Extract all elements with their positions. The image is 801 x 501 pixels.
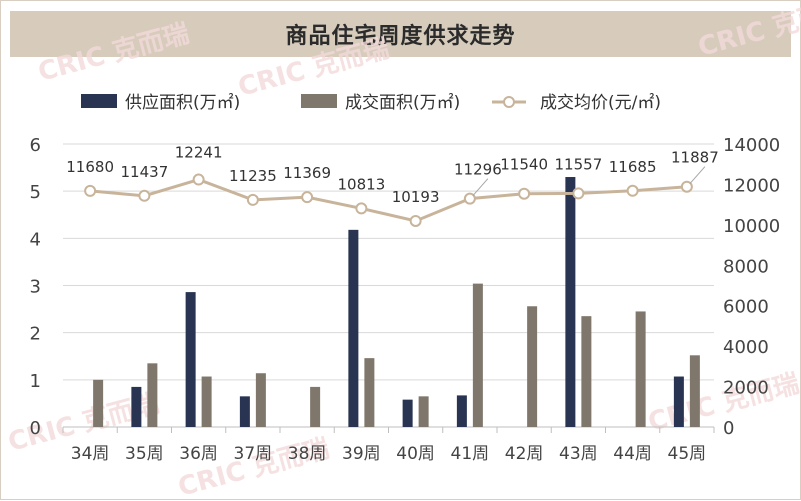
price-data-label: 11887 bbox=[671, 149, 719, 167]
x-tick-label: 43周 bbox=[559, 444, 598, 464]
deal-bar bbox=[364, 358, 375, 427]
price-point bbox=[409, 214, 422, 227]
legend-swatch bbox=[301, 94, 337, 108]
y-right-tick-label: 14000 bbox=[723, 135, 780, 156]
label-leader-line bbox=[689, 166, 706, 185]
y-right-tick-label: 10000 bbox=[723, 216, 780, 237]
supply-bar bbox=[239, 396, 250, 427]
deal-bar bbox=[201, 376, 212, 427]
deal-bar bbox=[93, 379, 104, 427]
x-tick-label: 40周 bbox=[396, 444, 435, 464]
price-data-label: 10813 bbox=[338, 175, 386, 193]
supply-bar bbox=[348, 229, 359, 427]
x-tick-label: 44周 bbox=[613, 444, 652, 464]
price-data-label: 10193 bbox=[392, 188, 440, 206]
deal-bar bbox=[147, 363, 158, 427]
price-data-label: 11235 bbox=[229, 167, 277, 185]
supply-bar bbox=[185, 292, 196, 427]
x-tick-label: 36周 bbox=[179, 444, 218, 464]
y-left-tick-label: 1 bbox=[30, 371, 41, 392]
supply-bar bbox=[131, 386, 142, 427]
deal-bar bbox=[418, 396, 429, 427]
price-data-label: 11557 bbox=[555, 155, 603, 173]
x-tick-label: 34周 bbox=[71, 444, 110, 464]
price-point bbox=[626, 184, 639, 197]
deal-bar bbox=[635, 311, 646, 427]
x-tick-label: 35周 bbox=[125, 444, 164, 464]
x-tick-label: 39周 bbox=[342, 444, 381, 464]
y-left-tick-label: 2 bbox=[30, 324, 41, 345]
price-point bbox=[463, 192, 476, 205]
legend-swatch bbox=[81, 94, 117, 108]
price-point bbox=[246, 193, 259, 206]
price-data-label: 11437 bbox=[121, 163, 169, 181]
title-bar: 商品住宅周度供求走势 bbox=[10, 11, 791, 57]
y-right-tick-label: 4000 bbox=[723, 337, 769, 358]
y-right-tick-label: 6000 bbox=[723, 297, 769, 318]
price-data-label: 12241 bbox=[175, 144, 223, 162]
price-point bbox=[680, 180, 693, 193]
legend-label: 供应面积(万㎡) bbox=[125, 93, 240, 113]
deal-bar bbox=[527, 306, 538, 427]
price-point bbox=[84, 184, 97, 197]
price-data-label: 11540 bbox=[500, 156, 548, 174]
supply-bar bbox=[673, 376, 684, 427]
price-point bbox=[192, 173, 205, 186]
y-left-tick-label: 5 bbox=[30, 182, 41, 203]
price-data-label: 11685 bbox=[609, 158, 657, 176]
supply-bar bbox=[565, 177, 576, 427]
chart-title: 商品住宅周度供求走势 bbox=[285, 24, 516, 49]
legend-marker bbox=[503, 96, 515, 108]
y-right-tick-label: 8000 bbox=[723, 256, 769, 277]
y-left-tick-label: 3 bbox=[30, 277, 41, 298]
deal-bar bbox=[255, 373, 266, 427]
price-data-label: 11296 bbox=[454, 161, 502, 179]
price-point bbox=[301, 191, 314, 204]
x-tick-label: 37周 bbox=[234, 444, 273, 464]
x-tick-label: 45周 bbox=[668, 444, 707, 464]
y-left-tick-label: 0 bbox=[30, 418, 41, 439]
y-right-tick-label: 12000 bbox=[723, 175, 780, 196]
deal-bar bbox=[581, 316, 592, 427]
watermark-text: CRIC 克而瑞 bbox=[695, 1, 801, 63]
y-left-tick-label: 6 bbox=[30, 135, 41, 156]
watermark-text: CRIC 克而瑞 bbox=[35, 19, 192, 88]
supply-bar bbox=[456, 395, 467, 427]
y-right-tick-label: 0 bbox=[723, 418, 734, 439]
x-tick-label: 41周 bbox=[451, 444, 490, 464]
price-point bbox=[355, 202, 368, 215]
x-tick-label: 38周 bbox=[288, 444, 327, 464]
deal-bar bbox=[310, 386, 321, 427]
price-data-label: 11369 bbox=[283, 164, 331, 182]
x-tick-label: 42周 bbox=[505, 444, 544, 464]
price-point bbox=[138, 189, 151, 202]
deal-bar bbox=[472, 283, 483, 427]
supply-bar bbox=[402, 399, 413, 427]
deal-bar bbox=[689, 355, 700, 427]
price-point bbox=[518, 187, 531, 200]
y-right-tick-label: 2000 bbox=[723, 378, 769, 399]
y-left-tick-label: 4 bbox=[30, 229, 41, 250]
legend-label: 成交面积(万㎡) bbox=[345, 93, 460, 113]
price-point bbox=[572, 187, 585, 200]
legend-label: 成交均价(元/㎡) bbox=[540, 93, 661, 113]
price-line bbox=[89, 177, 687, 223]
label-leader-line bbox=[472, 178, 489, 196]
price-data-label: 11680 bbox=[66, 158, 114, 176]
